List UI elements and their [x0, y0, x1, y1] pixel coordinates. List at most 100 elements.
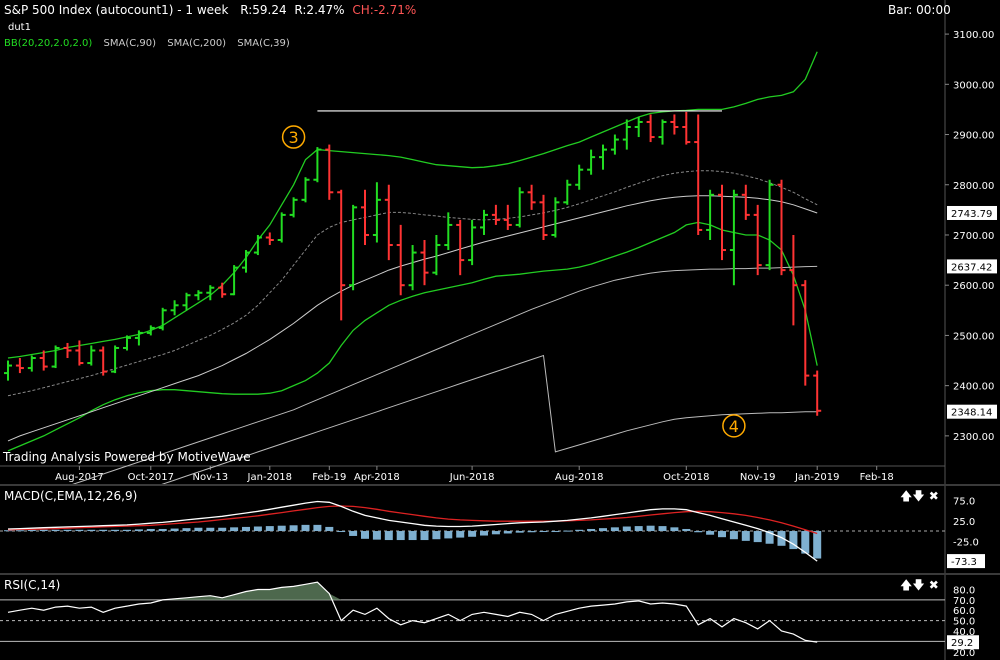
- time-tick-label: Nov-19: [740, 472, 776, 483]
- macd-histogram-bar: [325, 526, 334, 532]
- macd-histogram-bar: [277, 525, 286, 532]
- price-tick-label: 2500.00: [953, 331, 994, 342]
- wave-label: 3: [289, 128, 299, 147]
- ohlc-bar: [718, 184, 726, 261]
- macd-histogram-bar: [634, 526, 643, 532]
- price-label: 2743.79: [951, 209, 992, 220]
- macd-histogram-bar: [408, 531, 417, 541]
- macd-histogram-bar: [123, 529, 131, 532]
- move-up-icon[interactable]: 🡅: [900, 578, 913, 592]
- ohlc-bar: [646, 114, 655, 143]
- ohlc-bar: [301, 177, 310, 203]
- rsi-tick-label: 20.0: [953, 648, 975, 659]
- ohlc-bar: [146, 325, 155, 336]
- wave-label-circle: [722, 414, 746, 438]
- macd-histogram-bar: [563, 530, 572, 532]
- ohlc-bar: [289, 197, 298, 218]
- macd-histogram-bar: [801, 531, 810, 554]
- time-tick-label: Feb-18: [860, 472, 894, 483]
- ohlc-bar: [789, 234, 798, 326]
- macd-histogram-bar: [718, 531, 726, 538]
- ohlc-bar: [337, 189, 346, 321]
- time-tick-label: Oct-2017: [128, 472, 174, 483]
- study-bb[interactable]: BB(20,20,2.0,2.0): [4, 38, 93, 49]
- price-tick-label: 2300.00: [953, 432, 994, 443]
- macd-histogram-bar: [789, 531, 798, 550]
- ohlc-bar: [491, 204, 500, 225]
- ohlc-bar: [15, 358, 24, 374]
- ohlc-bar: [206, 285, 215, 301]
- ohlc-bar: [706, 189, 715, 240]
- macd-histogram-bar: [599, 528, 607, 532]
- ohlc-bar: [87, 345, 96, 366]
- ohlc-bar: [349, 204, 358, 291]
- price-panel[interactable]: 2300.00 2400.00 2500.00 2600.00 2700.00 2800.…: [0, 0, 1000, 484]
- move-down-icon[interactable]: 🡇: [912, 489, 925, 503]
- ohlc-bar: [503, 204, 512, 230]
- macd-histogram-bar: [432, 531, 441, 540]
- price-tick-label: 3000.00: [953, 80, 994, 91]
- ohlc-bar: [218, 282, 227, 298]
- macd-histogram-bar: [527, 531, 536, 533]
- panel-divider-2[interactable]: [0, 573, 1000, 575]
- wave-label-circle: [281, 125, 306, 149]
- time-tick-label: Aug-2017: [55, 472, 104, 483]
- macd-histogram-bar: [694, 531, 703, 533]
- move-down-icon[interactable]: 🡇: [912, 578, 925, 592]
- ohlc-bar: [134, 330, 143, 346]
- ohlc-bar: [741, 184, 750, 220]
- rsi-tick-label: 40.0: [953, 627, 975, 638]
- series-sma-c-90-: [7, 195, 818, 442]
- macd-histogram-bar: [468, 531, 477, 537]
- ohlc-bar: [39, 350, 48, 371]
- rsi-panel[interactable]: 80.0 70.0 60.0 50.0 40.0 20.0 29.2 RSI(C,14) 🡅…: [0, 575, 1000, 660]
- ohlc-bar: [539, 194, 548, 240]
- ohlc-bar: [765, 179, 774, 271]
- title-text: S&P 500 Index (autocount1) - 1 week: [4, 3, 229, 17]
- macd-histogram-bar: [63, 529, 72, 532]
- macd-histogram-bar: [706, 531, 715, 535]
- macd-histogram-bar: [539, 531, 548, 533]
- macd-panel[interactable]: 75.0 25.0 -25.0 -73.3 MACD(C,EMA,12,26,9) 🡅…: [0, 486, 1000, 573]
- time-tick-label: Feb-19: [312, 472, 346, 483]
- macd-histogram-bar: [622, 526, 631, 532]
- study-sma-200[interactable]: SMA(C,200): [167, 38, 227, 49]
- macd-histogram-bar: [396, 531, 405, 541]
- close-icon[interactable]: ✖: [928, 578, 939, 592]
- macd-histogram-bar: [765, 531, 774, 544]
- macd-histogram-bar: [265, 526, 274, 532]
- panel-divider[interactable]: [0, 484, 1000, 486]
- ohlc-bar: [63, 342, 72, 359]
- ohlc-bar: [777, 179, 786, 276]
- close-icon[interactable]: ✖: [928, 489, 939, 503]
- price-tick-label: 2400.00: [953, 382, 994, 393]
- ohlc-bar: [75, 340, 84, 366]
- ohlc-bar: [194, 290, 203, 301]
- macd-histogram-bar: [587, 528, 596, 532]
- ohlc-bar: [587, 149, 596, 175]
- rsi-chart[interactable]: 80.070.060.050.040.0 20.029.2: [0, 575, 1000, 660]
- macd-chart[interactable]: 75.0 25.0 -25.0 -73.3: [0, 486, 1000, 573]
- ohlc-bar: [170, 300, 179, 316]
- macd-histogram-bar: [741, 531, 750, 541]
- macd-histogram-bar: [27, 529, 36, 532]
- price-chart[interactable]: 2300.00 2400.00 2500.00 2600.00 2700.00 2800.…: [0, 0, 1000, 484]
- price-tick-label: 2800.00: [953, 181, 994, 192]
- series-bb-upper: [7, 51, 818, 359]
- study-sma-39[interactable]: SMA(C,39): [237, 38, 290, 49]
- ohlc-bar: [4, 360, 12, 381]
- macd-histogram-bar: [253, 526, 262, 532]
- ohlc-bar: [325, 144, 334, 200]
- time-tick-label: Nov-13: [193, 472, 229, 483]
- ohlc-bar: [277, 212, 286, 243]
- r-stat: R:59.24: [240, 3, 287, 17]
- ohlc-bar: [801, 280, 810, 386]
- ohlc-bar: [396, 224, 405, 296]
- macd-histogram-bar: [682, 528, 691, 532]
- ohlc-bar: [753, 204, 762, 276]
- macd-last-label: -73.3: [951, 557, 977, 568]
- move-up-icon[interactable]: 🡅: [900, 489, 913, 503]
- ohlc-bar: [182, 292, 191, 311]
- ohlc-bar: [384, 184, 393, 261]
- study-sma-90[interactable]: SMA(C,90): [103, 38, 157, 49]
